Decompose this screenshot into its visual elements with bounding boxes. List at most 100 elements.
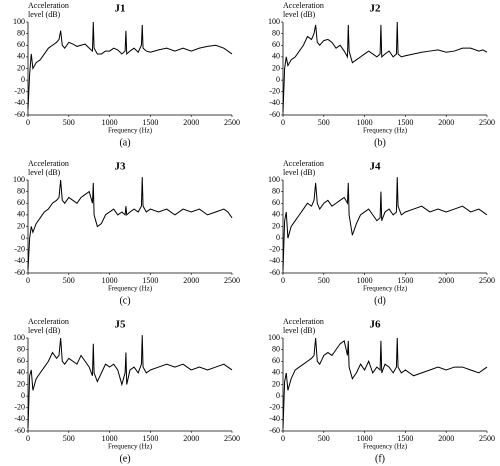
y-tick-label: 60 bbox=[17, 198, 25, 207]
x-tick-label: 2000 bbox=[438, 434, 454, 443]
y-tick-label: -40 bbox=[269, 256, 280, 265]
x-axis-label: Frequency (Hz) bbox=[108, 127, 153, 135]
y-tick-label: -60 bbox=[269, 110, 280, 119]
x-tick-label: 0 bbox=[26, 118, 30, 127]
data-line bbox=[282, 337, 488, 429]
x-axis-label: Frequency (Hz) bbox=[108, 443, 153, 451]
x-axis-label: Frequency (Hz) bbox=[363, 443, 408, 451]
panel-caption: (e) bbox=[119, 453, 130, 464]
x-tick-label: 500 bbox=[63, 434, 75, 443]
data-line bbox=[27, 177, 233, 271]
x-axis-label: Frequency (Hz) bbox=[363, 127, 408, 135]
x-tick-label: 2500 bbox=[479, 276, 495, 285]
x-tick-label: 1000 bbox=[102, 434, 118, 443]
y-tick-label: -60 bbox=[269, 426, 280, 435]
y-tick-label: 0 bbox=[21, 233, 25, 242]
y-tick-label: -40 bbox=[269, 414, 280, 423]
x-tick-label: 1000 bbox=[357, 276, 373, 285]
x-axis-label: Frequency (Hz) bbox=[363, 285, 408, 293]
x-tick-label: 0 bbox=[281, 276, 285, 285]
y-tick-label: -20 bbox=[269, 245, 280, 254]
y-tick-label: -20 bbox=[14, 403, 25, 412]
data-line bbox=[27, 335, 233, 429]
x-tick-label: 1500 bbox=[142, 434, 158, 443]
y-tick-label: 20 bbox=[272, 379, 280, 388]
x-tick-label: 2500 bbox=[479, 118, 495, 127]
panel-caption: (a) bbox=[119, 137, 130, 148]
y-tick-label: 40 bbox=[272, 210, 280, 219]
x-tick-label: 2500 bbox=[479, 434, 495, 443]
y-tick-label: -60 bbox=[269, 268, 280, 277]
x-tick-label: 0 bbox=[26, 276, 30, 285]
y-tick-label: 60 bbox=[272, 356, 280, 365]
y-axis-label: Acceleration level (dB) bbox=[283, 159, 324, 177]
panel-caption: (b) bbox=[374, 137, 386, 148]
y-tick-label: 40 bbox=[17, 210, 25, 219]
x-tick-label: 2500 bbox=[224, 434, 240, 443]
y-axis-label: Acceleration level (dB) bbox=[283, 317, 324, 335]
y-tick-label: 20 bbox=[272, 221, 280, 230]
y-tick-label: 80 bbox=[17, 186, 25, 195]
data-line bbox=[27, 21, 233, 110]
y-axis-label: Acceleration level (dB) bbox=[28, 317, 69, 335]
y-tick-label: 60 bbox=[272, 198, 280, 207]
y-tick-label: 80 bbox=[272, 344, 280, 353]
y-tick-label: 100 bbox=[268, 17, 280, 26]
y-tick-label: 40 bbox=[272, 368, 280, 377]
y-tick-label: 100 bbox=[13, 333, 25, 342]
x-tick-label: 2000 bbox=[438, 276, 454, 285]
x-tick-label: 1000 bbox=[102, 276, 118, 285]
data-line bbox=[282, 177, 488, 271]
y-tick-label: 60 bbox=[17, 40, 25, 49]
panel-title: J6 bbox=[370, 319, 382, 331]
x-tick-label: 2000 bbox=[183, 434, 199, 443]
y-axis-label: Acceleration level (dB) bbox=[28, 159, 69, 177]
x-tick-label: 2000 bbox=[183, 118, 199, 127]
y-axis-label: Acceleration level (dB) bbox=[28, 1, 69, 19]
y-tick-label: -40 bbox=[14, 98, 25, 107]
x-tick-label: 500 bbox=[318, 434, 330, 443]
y-tick-label: -40 bbox=[269, 98, 280, 107]
x-axis-label: Frequency (Hz) bbox=[108, 285, 153, 293]
x-tick-label: 500 bbox=[63, 118, 75, 127]
panel-caption: (d) bbox=[374, 295, 386, 306]
x-tick-label: 2500 bbox=[224, 276, 240, 285]
y-tick-label: 80 bbox=[272, 28, 280, 37]
data-line bbox=[282, 21, 488, 113]
panel-title: J4 bbox=[370, 161, 382, 173]
x-tick-label: 1000 bbox=[357, 118, 373, 127]
panel-caption: (c) bbox=[119, 295, 130, 306]
y-tick-label: 40 bbox=[17, 368, 25, 377]
y-tick-label: 60 bbox=[272, 40, 280, 49]
y-tick-label: 0 bbox=[276, 233, 280, 242]
y-tick-label: 0 bbox=[21, 391, 25, 400]
x-tick-label: 1500 bbox=[397, 276, 413, 285]
y-tick-label: 0 bbox=[21, 75, 25, 84]
x-tick-label: 0 bbox=[26, 434, 30, 443]
x-tick-label: 2000 bbox=[438, 118, 454, 127]
y-tick-label: 100 bbox=[13, 17, 25, 26]
y-tick-label: 0 bbox=[276, 391, 280, 400]
y-tick-label: -20 bbox=[14, 87, 25, 96]
x-tick-label: 500 bbox=[318, 276, 330, 285]
y-tick-label: 100 bbox=[268, 175, 280, 184]
y-tick-label: 40 bbox=[272, 52, 280, 61]
y-tick-label: -20 bbox=[269, 403, 280, 412]
y-tick-label: 80 bbox=[17, 28, 25, 37]
x-tick-label: 1000 bbox=[102, 118, 118, 127]
panel-title: J3 bbox=[115, 161, 127, 173]
y-axis-label: Acceleration level (dB) bbox=[283, 1, 324, 19]
x-tick-label: 1500 bbox=[397, 434, 413, 443]
y-tick-label: 80 bbox=[272, 186, 280, 195]
panel-title: J2 bbox=[370, 3, 382, 15]
y-tick-label: -40 bbox=[14, 256, 25, 265]
y-tick-label: -40 bbox=[14, 414, 25, 423]
x-tick-label: 2500 bbox=[224, 118, 240, 127]
y-tick-label: 20 bbox=[17, 63, 25, 72]
x-tick-label: 0 bbox=[281, 118, 285, 127]
y-tick-label: -60 bbox=[14, 426, 25, 435]
panel-title: J1 bbox=[115, 3, 126, 15]
y-tick-label: -60 bbox=[14, 110, 25, 119]
